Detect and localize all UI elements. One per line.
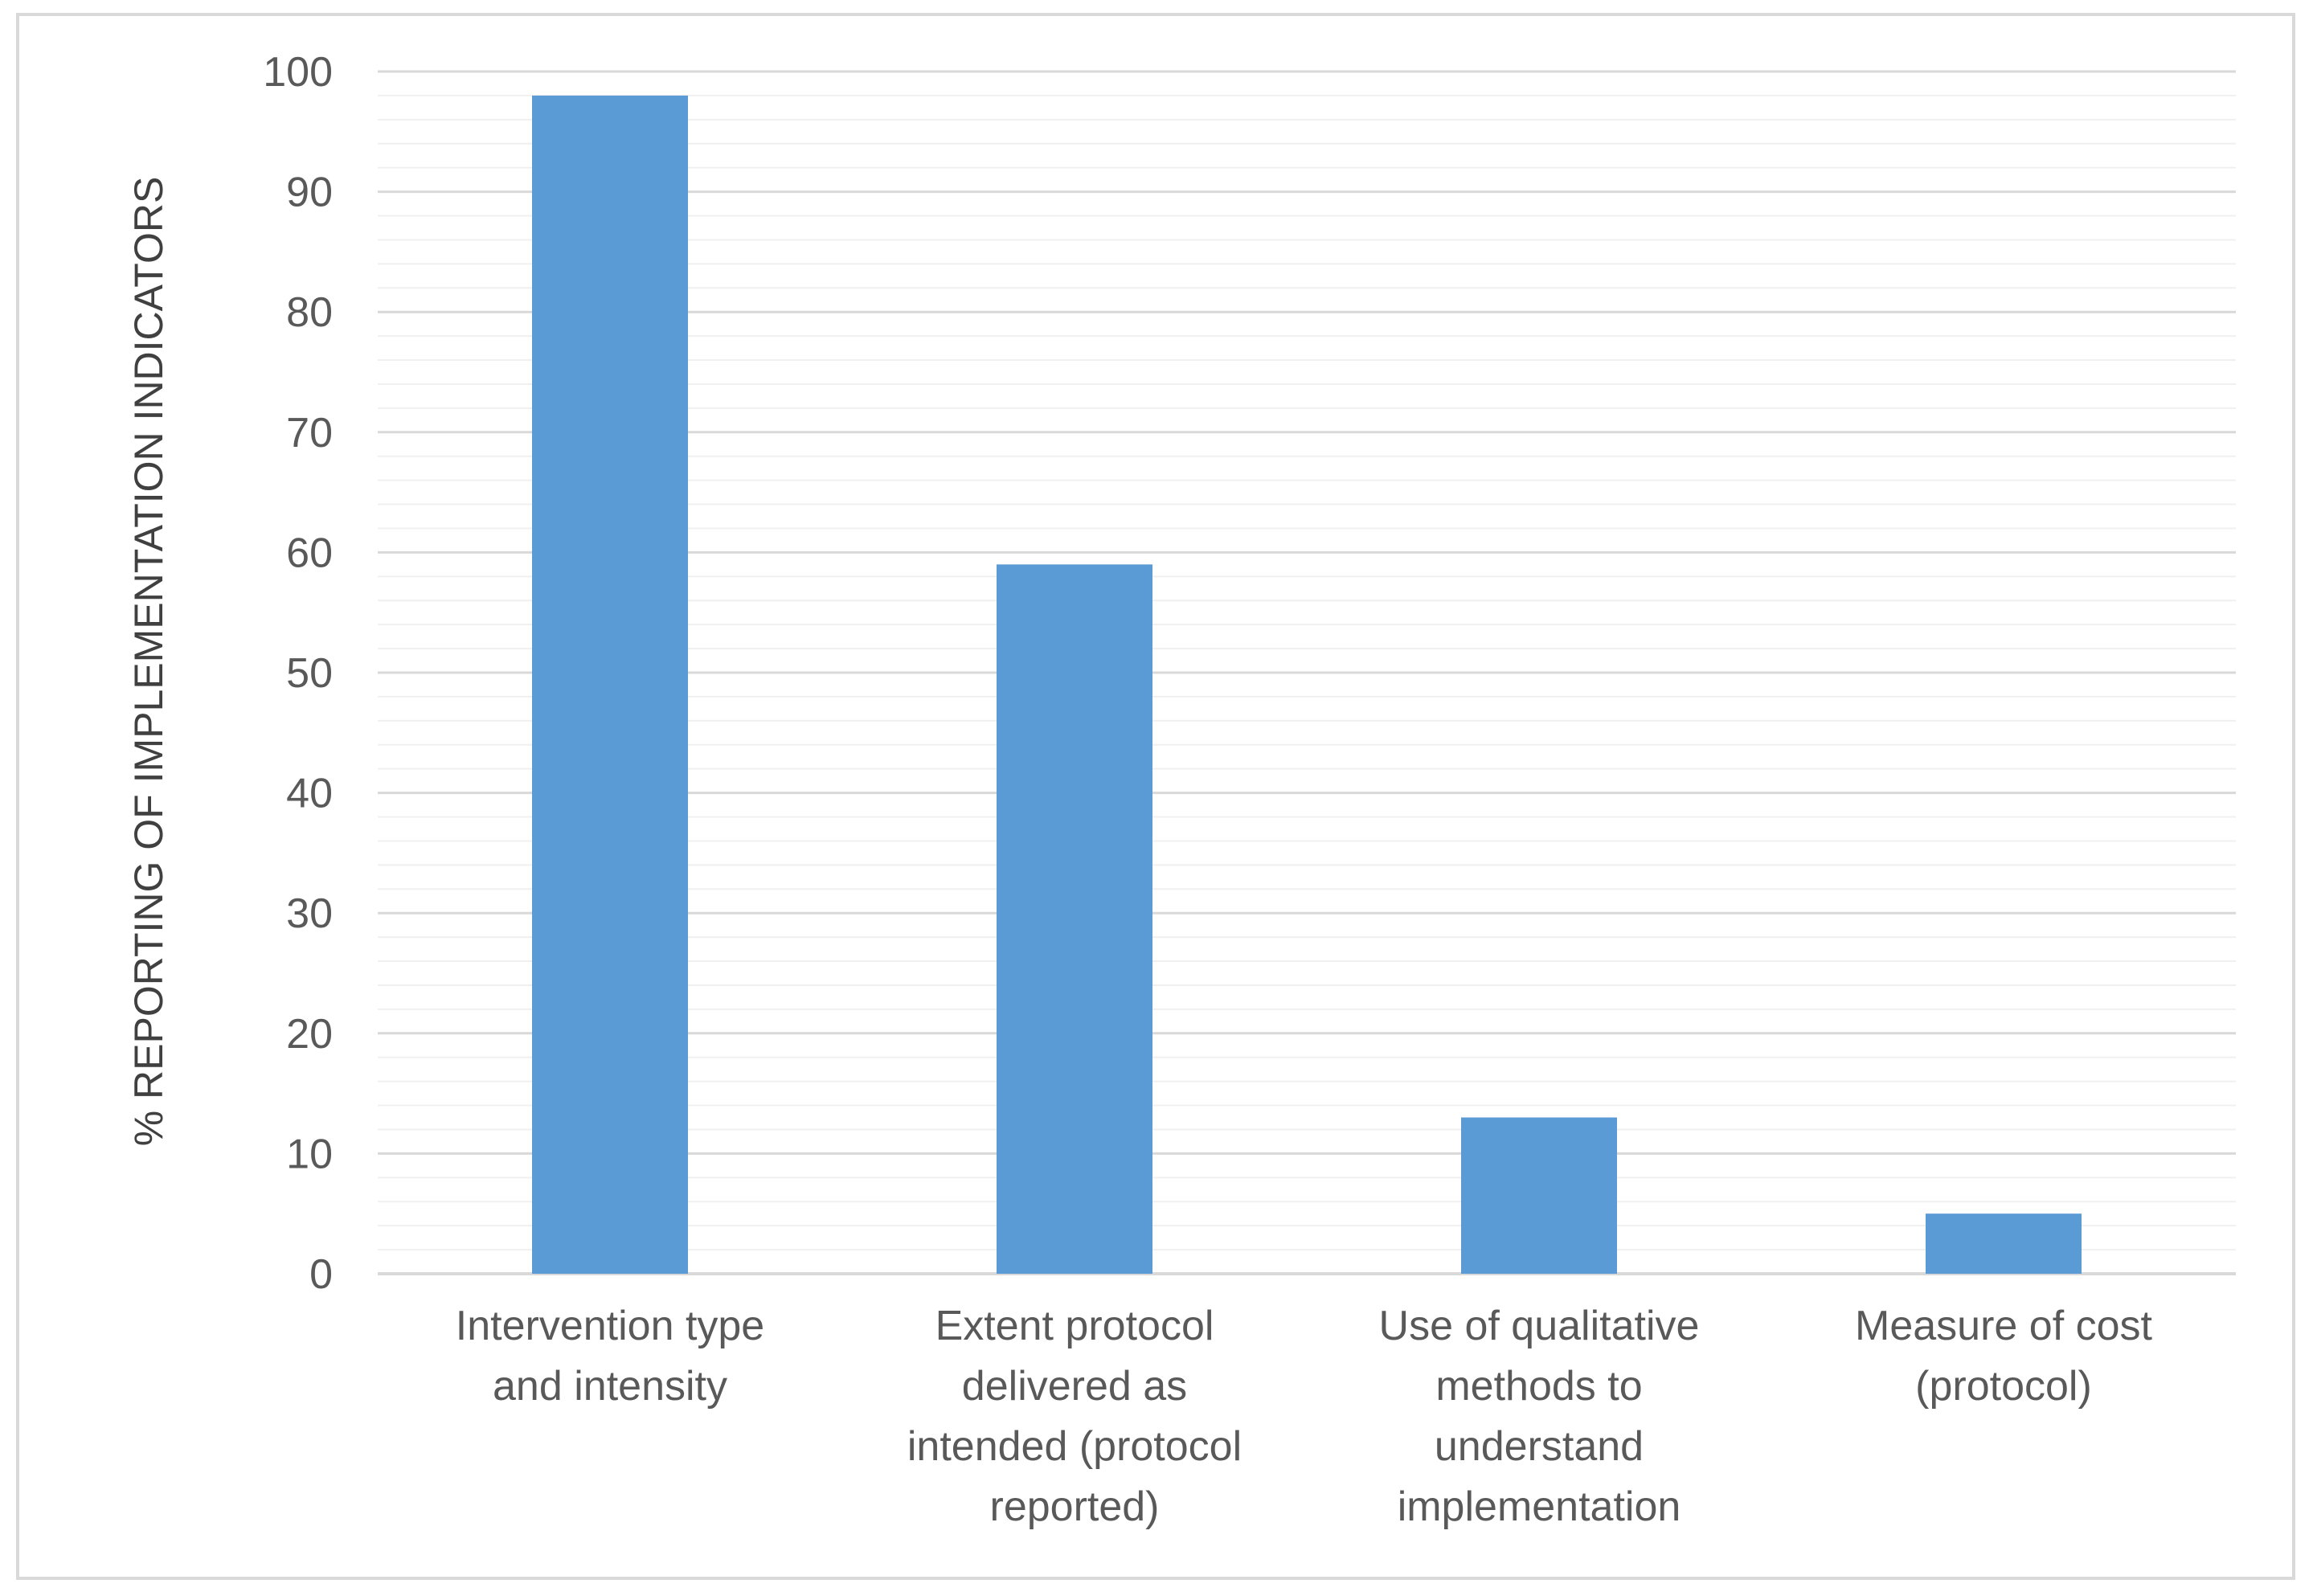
bar <box>997 564 1152 1274</box>
x-axis-categories: Intervention type and intensity Extent pro… <box>456 1303 2153 1530</box>
x-category-label: Use of qualitative methods to understand im… <box>1379 1303 1700 1530</box>
bar-chart: 0 10 20 30 40 50 60 70 80 90 100 Intervention type… <box>126 49 2236 1530</box>
bar <box>532 95 688 1274</box>
x-category-label: Intervention type and intensity <box>456 1303 764 1410</box>
y-tick-label: 90 <box>286 170 333 216</box>
y-tick-label: 70 <box>286 410 333 456</box>
bar <box>1461 1117 1617 1274</box>
y-tick-label: 30 <box>286 890 333 937</box>
x-category-label: Extent protocol delivered as intended (pro… <box>907 1303 1242 1530</box>
y-tick-label: 100 <box>263 49 333 96</box>
y-tick-label: 0 <box>309 1251 333 1298</box>
y-tick-label: 50 <box>286 650 333 697</box>
y-tick-label: 40 <box>286 771 333 817</box>
chart-frame: 0 10 20 30 40 50 60 70 80 90 100 Intervention type… <box>16 13 2295 1580</box>
y-tick-label: 80 <box>286 289 333 336</box>
y-tick-label: 20 <box>286 1011 333 1058</box>
y-axis-title: % REPORTING OF IMPLEMENTATION INDICATORS <box>126 177 171 1147</box>
y-tick-label: 10 <box>286 1131 333 1177</box>
y-axis-ticks: 0 10 20 30 40 50 60 70 80 90 100 <box>263 49 333 1298</box>
bars <box>532 95 2082 1274</box>
x-category-label: Measure of cost (protocol) <box>1855 1303 2152 1410</box>
bar <box>1926 1213 2082 1274</box>
y-tick-label: 60 <box>286 530 333 576</box>
